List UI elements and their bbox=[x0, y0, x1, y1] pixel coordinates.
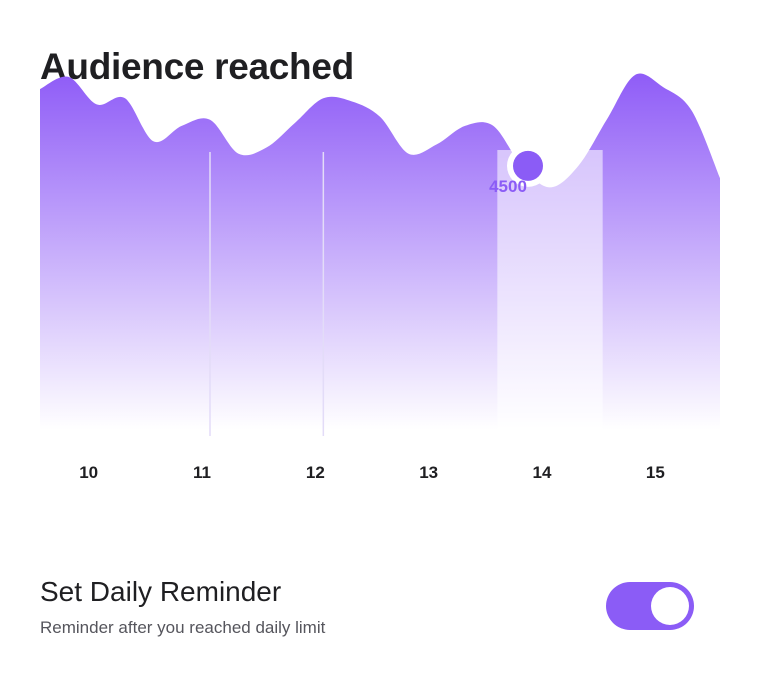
x-tick-label-11: 11 bbox=[193, 463, 211, 482]
highlight-marker[interactable] bbox=[513, 150, 543, 181]
page-title: Audience reached bbox=[40, 46, 354, 87]
x-tick-label-12: 12 bbox=[306, 463, 325, 482]
area-series bbox=[40, 73, 720, 431]
highlight-value-label: 4500 bbox=[489, 177, 527, 196]
x-tick-label-10: 10 bbox=[79, 463, 98, 482]
audience-area-chart: 4500 10 11 12 13 14 15 bbox=[40, 73, 720, 482]
reminder-title: Set Daily Reminder bbox=[40, 576, 282, 607]
reminder-subtitle: Reminder after you reached daily limit bbox=[40, 618, 326, 637]
highlight-band bbox=[497, 150, 603, 430]
daily-reminder-toggle[interactable] bbox=[606, 582, 694, 630]
x-tick-label-15: 15 bbox=[646, 463, 665, 482]
x-tick-label-14: 14 bbox=[533, 463, 552, 482]
toggle-knob bbox=[651, 587, 689, 625]
x-tick-label-13: 13 bbox=[419, 463, 438, 482]
